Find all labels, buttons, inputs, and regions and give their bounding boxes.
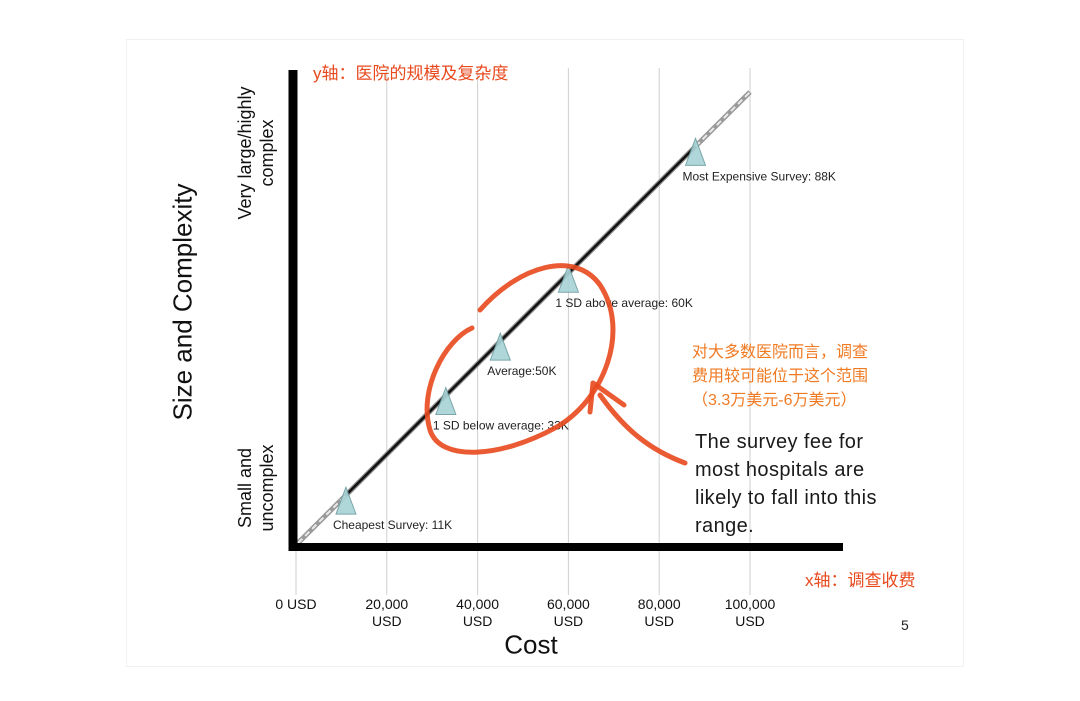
highlight-circle — [424, 263, 616, 455]
x-tick-label: USD — [372, 613, 402, 629]
x-tick-label: 80,000 — [638, 596, 681, 612]
y-axis-top-label-line: Very large/highly — [235, 86, 255, 220]
data-label: Cheapest Survey: 11K — [333, 518, 452, 532]
data-label: Average:50K — [487, 364, 556, 378]
y-axis-bottom-label: Small and uncomplex — [234, 444, 278, 531]
x-axis-cn-annotation: x轴：调查收费 — [805, 571, 916, 590]
x-tick-label: USD — [463, 613, 493, 629]
range-cn-annotation: 对大多数医院而言，调查 费用较可能位于这个范围 （3.3万美元-6万美元） — [692, 341, 912, 413]
data-marker — [489, 331, 512, 361]
x-tick-label: USD — [644, 613, 674, 629]
x-tick-label: 40,000 — [456, 596, 499, 612]
y-axis-top-label: Very large/highly complex — [234, 86, 278, 219]
highlight-arrow-head — [587, 380, 627, 415]
trend-extension-dash — [297, 494, 347, 544]
data-label: Most Expensive Survey: 88K — [683, 169, 836, 183]
x-tick-label: USD — [554, 613, 584, 629]
page-number: 5 — [901, 617, 909, 633]
data-marker — [435, 386, 457, 416]
range-en-annotation: The survey fee for most hospitals are li… — [695, 428, 877, 540]
x-tick-label: 60,000 — [547, 596, 590, 612]
x-axis-title: Cost — [504, 629, 558, 660]
range-en-line: The survey fee for — [695, 431, 864, 453]
data-marker — [684, 136, 707, 166]
data-marker — [557, 263, 580, 293]
range-cn-line: 费用较可能位于这个范围 — [692, 368, 869, 385]
range-cn-line: （3.3万美元-6万美元） — [692, 392, 857, 409]
x-tick-label: 20,000 — [365, 596, 408, 612]
y-axis-top-label-line: complex — [257, 119, 277, 187]
range-cn-line: 对大多数医院而言，调查 — [692, 344, 869, 361]
x-tick-label: 100,000 — [725, 596, 776, 612]
data-marker — [335, 485, 357, 515]
x-tick-label: USD — [735, 613, 765, 629]
slide-background — [126, 39, 964, 667]
range-en-line: most hospitals are — [695, 459, 865, 481]
highlight-arrow-shaft — [597, 392, 688, 466]
trend-line — [345, 145, 697, 497]
data-label: 1 SD below average: 33K — [433, 419, 569, 433]
range-en-line: range. — [695, 515, 755, 537]
y-axis-title: Size and Complexity — [167, 183, 198, 421]
y-axis-cn-annotation: y轴：医院的规模及复杂度 — [313, 64, 509, 83]
y-axis-bottom-label-line: Small and — [235, 447, 255, 529]
y-axis-bottom-label-line: uncomplex — [257, 444, 277, 532]
trend-extension-dash — [694, 91, 751, 148]
data-label: 1 SD above average: 60K — [555, 296, 692, 310]
range-en-line: likely to fall into this — [695, 487, 877, 509]
x-tick-label: 0 USD — [275, 596, 316, 612]
